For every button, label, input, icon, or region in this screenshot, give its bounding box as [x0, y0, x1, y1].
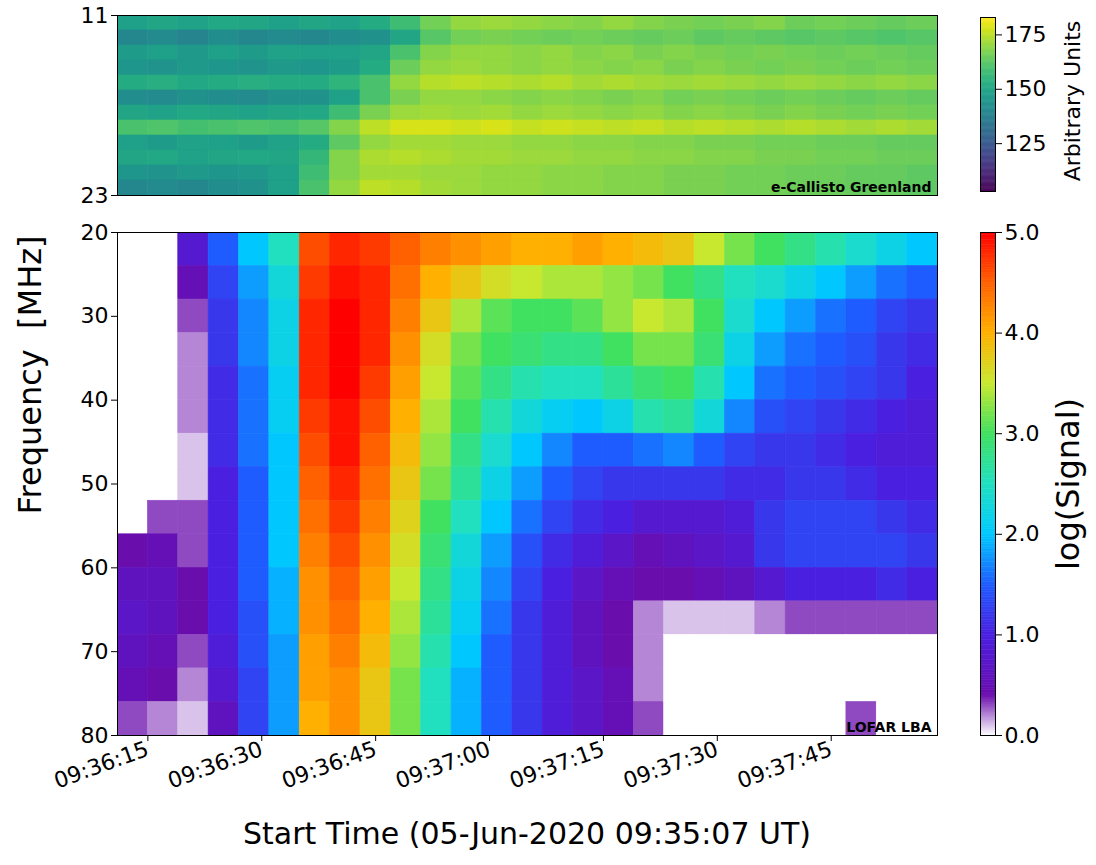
svg-text:5.0: 5.0 — [1005, 220, 1040, 245]
svg-text:e-Callisto Greenland: e-Callisto Greenland — [771, 179, 932, 195]
svg-text:150: 150 — [1005, 76, 1047, 101]
svg-text:70: 70 — [81, 639, 109, 664]
svg-text:09:37:45: 09:37:45 — [734, 736, 835, 793]
svg-text:09:36:15: 09:36:15 — [50, 736, 152, 794]
svg-text:2.0: 2.0 — [1005, 521, 1040, 546]
svg-text:09:37:30: 09:37:30 — [620, 736, 721, 793]
svg-text:0.0: 0.0 — [1005, 723, 1040, 748]
svg-text:09:36:45: 09:36:45 — [278, 736, 379, 793]
html-text:Arbitrary Units: Arbitrary Units — [1059, 20, 1085, 182]
svg-text:09:37:15: 09:37:15 — [506, 736, 607, 793]
svg-text:4.0: 4.0 — [1005, 320, 1040, 345]
svg-text:09:37:00: 09:37:00 — [392, 736, 493, 793]
svg-text:20: 20 — [81, 220, 109, 245]
svg-text:125: 125 — [1005, 131, 1047, 156]
html-text:Start Time (05-Jun-2020 09:35:: Start Time (05-Jun-2020 09:35:07 UT) — [243, 816, 811, 851]
svg-text:50: 50 — [81, 471, 109, 496]
svg-text:09:36:30: 09:36:30 — [164, 736, 265, 793]
svg-text:60: 60 — [81, 555, 109, 580]
svg-text:30: 30 — [81, 303, 109, 328]
svg-text:80: 80 — [81, 723, 109, 748]
svg-text:3.0: 3.0 — [1005, 421, 1040, 446]
svg-text:175: 175 — [1005, 22, 1047, 47]
svg-text:23: 23 — [81, 183, 109, 208]
svg-text:1.0: 1.0 — [1005, 622, 1040, 647]
svg-text:LOFAR LBA: LOFAR LBA — [846, 719, 931, 735]
html-text:Frequency [MHz]: Frequency [MHz] — [11, 235, 49, 515]
html-text:log(Signal): log(Signal) — [1049, 398, 1087, 570]
svg-text:11: 11 — [81, 3, 109, 28]
svg-text:40: 40 — [81, 387, 109, 412]
